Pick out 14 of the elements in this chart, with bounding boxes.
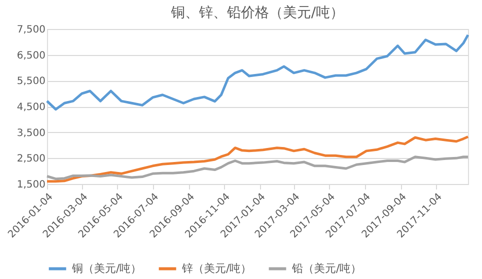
legend-label: 铅（美元/吨） (291, 262, 362, 275)
legend-label: 锌（美元/吨） (181, 262, 252, 275)
y-tick-label: 4,500 (16, 102, 46, 113)
chart-title: 铜、锌、铅价格（美元/吨） (170, 5, 344, 21)
line-series (46, 135, 470, 183)
y-tick-label: 2,500 (16, 154, 46, 165)
y-tick-label: 3,500 (16, 128, 46, 139)
y-tick-label: 7,500 (16, 24, 46, 36)
y-tick-label: 6,500 (16, 50, 46, 62)
legend-label: 铜（美元/吨） (71, 262, 142, 275)
line-series (46, 34, 470, 111)
y-tick-label: 5,500 (16, 76, 46, 88)
y-tick-label: 1,500 (16, 180, 46, 190)
line-series (46, 156, 470, 180)
